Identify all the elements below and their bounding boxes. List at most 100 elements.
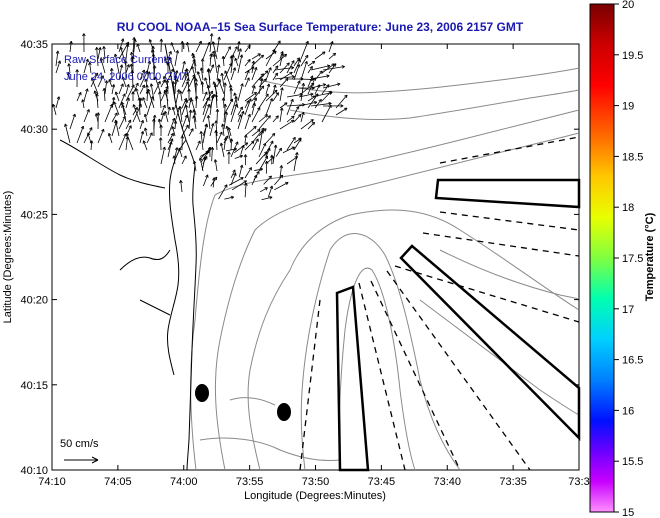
current-arrow [172,155,176,165]
current-arrow [322,65,345,71]
current-arrow [202,174,209,187]
coast-line [139,299,171,316]
dashed-line [386,270,531,471]
colorbar-tick-label: 16.5 [622,355,643,367]
current-arrow [143,113,148,123]
current-arrow [125,133,134,151]
coast-line [164,43,197,471]
current-arrow [199,130,204,151]
current-arrow [293,152,299,172]
buoy-marker [277,403,291,421]
colorbar-axis: 20 19.5 19 18.5 18 17.5 17 16.5 16 15.5 15 [614,0,643,518]
current-arrow [223,98,234,116]
y-tick-label: 40:15 [20,380,48,392]
current-arrow [265,48,276,67]
current-arrow [178,147,183,158]
current-arrow [217,78,225,95]
current-arrow [213,159,218,172]
current-arrow [139,70,149,88]
y-tick-label: 40:10 [20,465,48,477]
current-arrow [231,180,247,191]
dashed-line [439,136,580,164]
current-arrow [322,82,341,89]
current-arrow [142,140,148,151]
current-arrow [118,64,124,81]
current-arrow [83,58,89,74]
current-arrow [97,47,102,60]
dashed-line [439,211,580,231]
current-arrow [139,69,146,81]
contour-line [338,267,416,471]
colorbar-tick-label: 17.5 [622,253,643,265]
y-axis-label: Latitude (Degrees:Minutes) [2,191,14,324]
current-arrow [300,119,314,130]
current-arrow [228,177,244,186]
current-arrow [244,69,250,81]
x-tick-label: 74:10 [38,476,66,488]
current-arrow [263,175,272,185]
current-arrow [255,151,268,165]
current-arrow [251,97,258,109]
current-arrow [230,169,236,179]
current-arrow [223,82,227,102]
current-arrow [152,65,157,81]
current-arrow [188,128,194,137]
current-arrow [195,40,202,53]
current-arrow [310,83,327,89]
current-arrow [279,119,295,130]
current-arrow [314,99,322,109]
current-arrow [279,107,284,123]
current-arrow [265,98,274,116]
current-arrow [307,65,313,74]
current-arrow [210,146,215,162]
x-tick-label: 73:55 [236,476,264,488]
current-arrow [251,102,256,116]
current-arrow [159,38,164,53]
current-arrow [81,99,85,109]
current-arrow [286,60,295,74]
current-arrow [279,102,288,109]
current-arrow [76,92,82,102]
current-arrow [310,64,331,71]
current-arrow [223,103,227,123]
current-arrow [76,125,85,144]
y-tick-label: 40:20 [20,295,48,307]
current-arrow [328,41,334,53]
current-arrow [221,55,226,67]
current-arrow [97,75,104,88]
y-axis: 40:35 40:30 40:25 40:20 40:15 40:10 [20,39,579,477]
current-arrow [244,77,250,88]
current-arrow [258,130,264,151]
current-arrow [251,85,265,102]
current-arrow [89,140,94,151]
current-arrow [251,73,264,88]
contour-line [419,299,580,416]
contour-line [214,132,580,471]
current-arrow [234,154,243,159]
current-arrow [279,53,285,67]
current-arrow [180,41,185,53]
current-arrow [225,147,237,152]
current-arrow [298,92,314,98]
current-arrow [113,53,120,74]
x-tick-label: 73:35 [499,476,527,488]
current-arrow [267,185,274,198]
current-arrow [83,88,89,102]
current-arrow [265,83,271,95]
current-arrow [179,180,183,193]
current-arrow [136,43,141,53]
current-arrow [114,119,120,137]
current-arrow [279,71,293,81]
current-arrow [118,83,124,95]
current-arrow [214,130,218,151]
current-arrow [200,58,205,74]
dashed-line [370,280,461,471]
current-arrow [272,115,279,123]
current-arrow [131,56,135,74]
map-title: RU COOL NOAA–15 Sea Surface Temperature:… [116,20,524,34]
current-arrow [258,114,268,123]
current-arrow [139,84,146,95]
current-arrow [206,85,211,102]
colorbar [589,3,615,513]
